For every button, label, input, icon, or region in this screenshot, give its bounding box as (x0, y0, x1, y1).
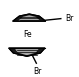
Polygon shape (15, 49, 39, 55)
Polygon shape (9, 48, 45, 56)
Polygon shape (13, 14, 46, 21)
Polygon shape (18, 15, 40, 20)
Text: Br: Br (65, 14, 73, 23)
Text: Br: Br (33, 67, 41, 76)
Text: Fe: Fe (23, 30, 32, 39)
